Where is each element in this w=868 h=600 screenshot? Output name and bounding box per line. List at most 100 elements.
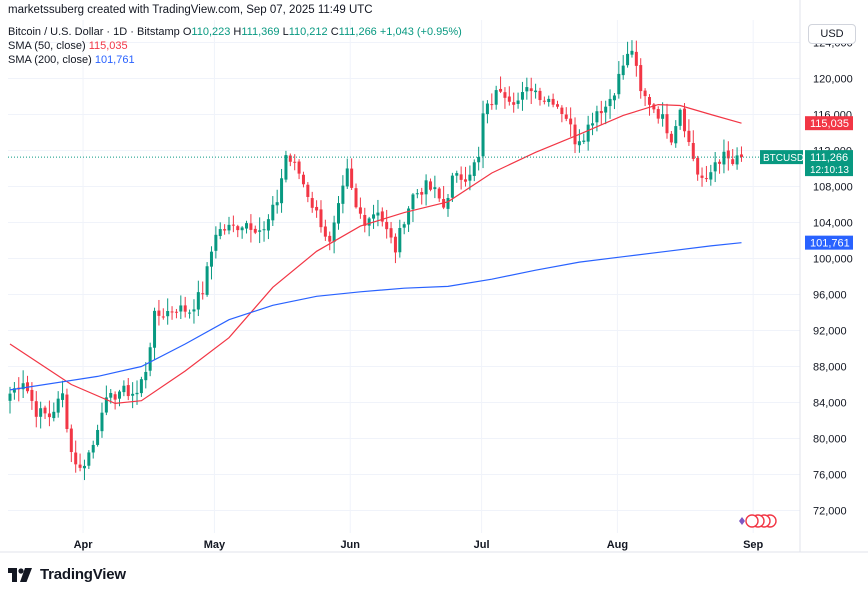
candle-body [288, 155, 292, 162]
candle-body [118, 391, 121, 399]
candle-body [722, 151, 726, 165]
candle-body [709, 172, 713, 180]
candle-body [468, 174, 472, 181]
candle-body [170, 311, 174, 313]
candle-body [337, 203, 340, 224]
candle-body [464, 179, 468, 182]
candle-body [556, 104, 559, 107]
candle-body [380, 211, 384, 222]
candle-body [582, 140, 586, 142]
candle-body [87, 452, 91, 466]
last-price-value: 111,266 [810, 152, 848, 164]
y-tick-label: 96,000 [813, 290, 847, 302]
candle-body [669, 133, 673, 143]
candle-body [266, 219, 270, 231]
candle-body [345, 168, 349, 187]
candle-body [135, 392, 139, 395]
candle-body [310, 198, 314, 208]
candle-body [726, 150, 730, 159]
close-label: C [330, 26, 339, 38]
candle-body [280, 178, 284, 204]
candle-body [306, 184, 310, 197]
sma50-line [9, 103, 742, 405]
candle-body [223, 229, 227, 231]
candle-body [161, 316, 165, 318]
events-flag-icon[interactable] [739, 514, 777, 528]
candle-body [415, 193, 419, 195]
candle-body [731, 159, 735, 165]
sma200-legend[interactable]: SMA (200, close) 101,761 [8, 54, 135, 66]
symbol-description[interactable]: Bitcoin / U.S. Dollar · 1D · Bitstamp [8, 26, 180, 38]
sma200-price-badge-bg [805, 235, 853, 250]
event-circle [745, 514, 759, 528]
candle-body [240, 227, 244, 231]
candle-body [262, 229, 266, 231]
candle-body [43, 407, 47, 414]
candle-body [253, 228, 257, 233]
candle-body [258, 230, 262, 232]
x-tick-label: Aug [607, 539, 628, 551]
candle-body [39, 408, 43, 417]
candle-body [647, 97, 651, 105]
candle-body [538, 90, 542, 101]
candle-body [328, 235, 332, 242]
candle-body [718, 161, 722, 164]
candle-body [639, 65, 643, 92]
candle-body [634, 51, 638, 66]
candle-body [236, 226, 240, 231]
candle-body [179, 305, 183, 312]
candle-body [196, 292, 200, 310]
candle-body [271, 204, 275, 221]
candle-body [428, 181, 432, 190]
candle-body [144, 371, 148, 381]
candle-body [367, 218, 371, 226]
sma200-label: SMA (200, close) [8, 54, 92, 66]
y-tick-label: 76,000 [813, 470, 847, 482]
candle-body [520, 92, 524, 100]
sma200-value: 101,761 [94, 54, 135, 66]
candle-body [227, 224, 231, 231]
candle-body [661, 114, 665, 119]
candle-body [398, 227, 402, 253]
candle-body [547, 98, 551, 103]
candle-body [490, 104, 494, 106]
tradingview-logo[interactable]: TradingView [8, 566, 126, 583]
candle-body [411, 194, 415, 210]
candle-body [626, 53, 630, 66]
candle-body [739, 154, 743, 158]
ohlc-legend: Bitcoin / U.S. Dollar · 1D · Bitstamp O1… [8, 26, 462, 38]
candle-body [34, 401, 38, 417]
candle-body [674, 126, 678, 144]
y-tick-label: 92,000 [813, 326, 847, 338]
candle-body [354, 188, 358, 208]
candle-body [591, 123, 595, 126]
candle-body [192, 309, 196, 312]
candle-body [205, 266, 209, 295]
candle-body [700, 175, 704, 178]
candle-body [61, 393, 65, 400]
x-tick-label: May [204, 539, 226, 551]
candle-body [678, 109, 682, 126]
last-price-badge-bg [805, 150, 853, 177]
symbol-badge-text: BTCUSD [763, 153, 804, 164]
candle-body [363, 214, 367, 226]
sma200-price-badge-text: 101,761 [810, 238, 850, 250]
currency-button[interactable]: USD [808, 24, 856, 44]
sma50-legend[interactable]: SMA (50, close) 115,035 [8, 40, 128, 52]
x-tick-label: Sep [743, 539, 763, 551]
candle-body [446, 197, 450, 209]
candle-body [612, 95, 616, 101]
candle-body [47, 413, 51, 418]
x-tick-label: Jul [474, 539, 490, 551]
candle-body [691, 142, 695, 159]
candle-body [21, 383, 25, 390]
candle-body [174, 311, 178, 313]
low-label: L [282, 26, 289, 38]
candle-body [65, 394, 69, 429]
sma50-price-badge-text: 115,035 [810, 118, 849, 130]
candle-body [402, 224, 406, 228]
candle-body [245, 223, 249, 229]
candle-body [82, 465, 86, 469]
candle-body [683, 108, 687, 132]
